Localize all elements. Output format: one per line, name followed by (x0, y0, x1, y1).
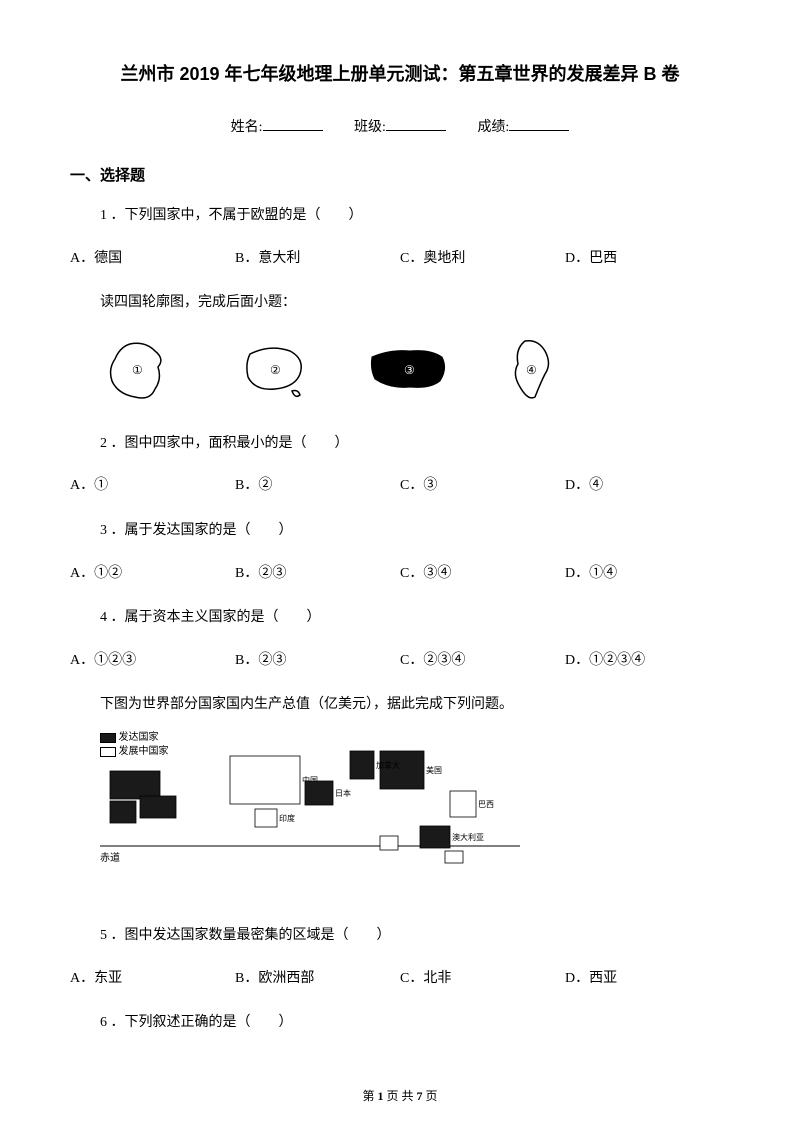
name-label: 姓名: (231, 120, 263, 135)
q3-opt-c[interactable]: C．③④ (400, 561, 565, 588)
footer-prefix: 第 (362, 1089, 377, 1103)
page-container: 兰州市 2019 年七年级地理上册单元测试：第五章世界的发展差异 B 卷 姓名:… (0, 0, 800, 1093)
score-label: 成绩: (477, 120, 509, 135)
legend-deving-swatch (100, 747, 116, 757)
q1-options: A．德国 B．意大利 C．奥地利 D．巴西 (70, 246, 730, 273)
class-blank[interactable] (386, 117, 446, 131)
svg-text:美国: 美国 (426, 765, 442, 775)
page-footer: 第 1 页 共 7 页 (0, 1087, 800, 1104)
country-outline-3: ③ (360, 329, 460, 409)
q5-opt-d[interactable]: D．西亚 (565, 966, 730, 993)
q4-opt-b[interactable]: B．②③ (235, 648, 400, 675)
q4-stem: 4 ．属于资本主义国家的是（ ） (100, 605, 730, 632)
q1-opt-d[interactable]: D．巴西 (565, 246, 730, 273)
page-title: 兰州市 2019 年七年级地理上册单元测试：第五章世界的发展差异 B 卷 (70, 60, 730, 86)
q4-opt-d[interactable]: D．①②③④ (565, 648, 730, 675)
fill-line: 姓名: 班级: 成绩: (70, 116, 730, 136)
gdp-figure: 发达国家 发展中国家 美国加拿大中国日本印度澳大利亚巴西 赤道 (100, 731, 520, 901)
q4-options: A．①②③ B．②③ C．②③④ D．①②③④ (70, 648, 730, 675)
svg-text:巴西: 巴西 (478, 800, 494, 809)
q6-stem: 6 ．下列叙述正确的是（ ） (100, 1010, 730, 1037)
footer-mid: 页 共 (383, 1089, 416, 1103)
q2-opt-a[interactable]: A．① (70, 473, 235, 500)
country-outlines-figure: ① ② ③ ④ (100, 329, 730, 409)
q3-stem: 3 ．属于发达国家的是（ ） (100, 518, 730, 545)
q2-opt-b[interactable]: B．② (235, 473, 400, 500)
country-label-1: ① (132, 363, 143, 378)
q5-opt-c[interactable]: C．北非 (400, 966, 565, 993)
q2-opt-d[interactable]: D．④ (565, 473, 730, 500)
country-label-4: ④ (526, 363, 537, 378)
svg-text:澳大利亚: 澳大利亚 (452, 832, 484, 842)
country-label-2: ② (270, 363, 281, 378)
q1-opt-a[interactable]: A．德国 (70, 246, 235, 273)
q5-stem: 5 ．图中发达国家数量最密集的区域是（ ） (100, 923, 730, 950)
q5-opt-a[interactable]: A．东亚 (70, 966, 235, 993)
q2-stem: 2 ．图中四家中，面积最小的是（ ） (100, 431, 730, 458)
q3-opt-a[interactable]: A．①② (70, 561, 235, 588)
q1-opt-c[interactable]: C．奥地利 (400, 246, 565, 273)
note-gdp: 下图为世界部分国家国内生产总值（亿美元），据此完成下列问题。 (100, 692, 730, 719)
country-outline-1: ① (100, 329, 200, 409)
note-countries: 读四国轮廓图，完成后面小题： (100, 290, 730, 317)
country-label-3: ③ (404, 363, 415, 378)
q4-opt-c[interactable]: C．②③④ (400, 648, 565, 675)
q2-opt-c[interactable]: C．③ (400, 473, 565, 500)
q3-opt-b[interactable]: B．②③ (235, 561, 400, 588)
footer-suffix: 页 (423, 1089, 438, 1103)
legend-dev-label: 发达国家 (119, 732, 159, 743)
q4-opt-a[interactable]: A．①②③ (70, 648, 235, 675)
legend-deving-label: 发展中国家 (119, 746, 169, 757)
country-outline-2: ② (230, 329, 330, 409)
svg-text:加拿大: 加拿大 (376, 760, 400, 770)
q1-opt-b[interactable]: B．意大利 (235, 246, 400, 273)
q2-options: A．① B．② C．③ D．④ (70, 473, 730, 500)
q1-stem: 1 ．下列国家中，不属于欧盟的是（ ） (100, 203, 730, 230)
class-label: 班级: (354, 120, 386, 135)
country-outline-4: ④ (490, 329, 590, 409)
q3-options: A．①② B．②③ C．③④ D．①④ (70, 561, 730, 588)
gdp-legend: 发达国家 发展中国家 (100, 731, 169, 759)
legend-dev-swatch (100, 733, 116, 743)
score-blank[interactable] (509, 117, 569, 131)
section-heading: 一、选择题 (70, 164, 730, 185)
svg-text:日本: 日本 (335, 788, 351, 798)
svg-text:印度: 印度 (279, 813, 295, 823)
q3-opt-d[interactable]: D．①④ (565, 561, 730, 588)
q5-opt-b[interactable]: B．欧洲西部 (235, 966, 400, 993)
q5-options: A．东亚 B．欧洲西部 C．北非 D．西亚 (70, 966, 730, 993)
name-blank[interactable] (263, 117, 323, 131)
equator-label: 赤道 (100, 849, 120, 864)
